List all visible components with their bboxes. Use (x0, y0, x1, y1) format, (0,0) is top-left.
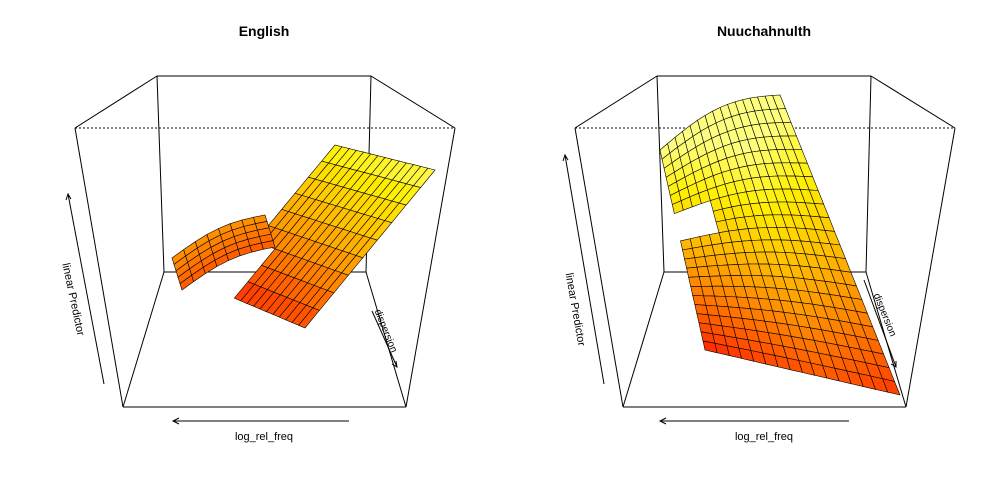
nuuchahnulth-surface-cell (688, 276, 702, 287)
nuuchahnulth-xlabel: log_rel_freq (735, 431, 793, 443)
nuuchahnulth-title: Nuuchahnulth (717, 23, 811, 39)
nuuchahnulth-box (574, 75, 956, 408)
nuuchahnulth-surface-cell (682, 247, 695, 260)
english-surface-cell (298, 307, 320, 329)
nuuchahnulth-surface-cell (684, 257, 698, 269)
english-zlabel: linear Predictor (59, 262, 86, 337)
english-axis-arrows (65, 192, 398, 425)
nuuchahnulth-axis-arrows (562, 153, 897, 425)
nuuchahnulth-panel: Nuuchahnulth log_rel_freq linear Predict… (562, 23, 956, 443)
english-title: English (239, 23, 290, 39)
english-box (74, 75, 456, 408)
english-surface (171, 144, 436, 329)
english-ylabel: dispersion (372, 308, 399, 354)
nuuchahnulth-surface (659, 94, 901, 396)
english-surface-cell (179, 274, 194, 291)
english-panel: English log_rel_freq linear Predictor (59, 23, 456, 443)
nuuchahnulth-zlabel: linear Predictor (563, 272, 588, 347)
nuuchahnulth-surface-cell (882, 378, 901, 396)
nuuchahnulth-surface-cell (671, 200, 684, 215)
nuuchahnulth-surface-cell (686, 266, 700, 278)
english-xlabel: log_rel_freq (235, 431, 293, 443)
